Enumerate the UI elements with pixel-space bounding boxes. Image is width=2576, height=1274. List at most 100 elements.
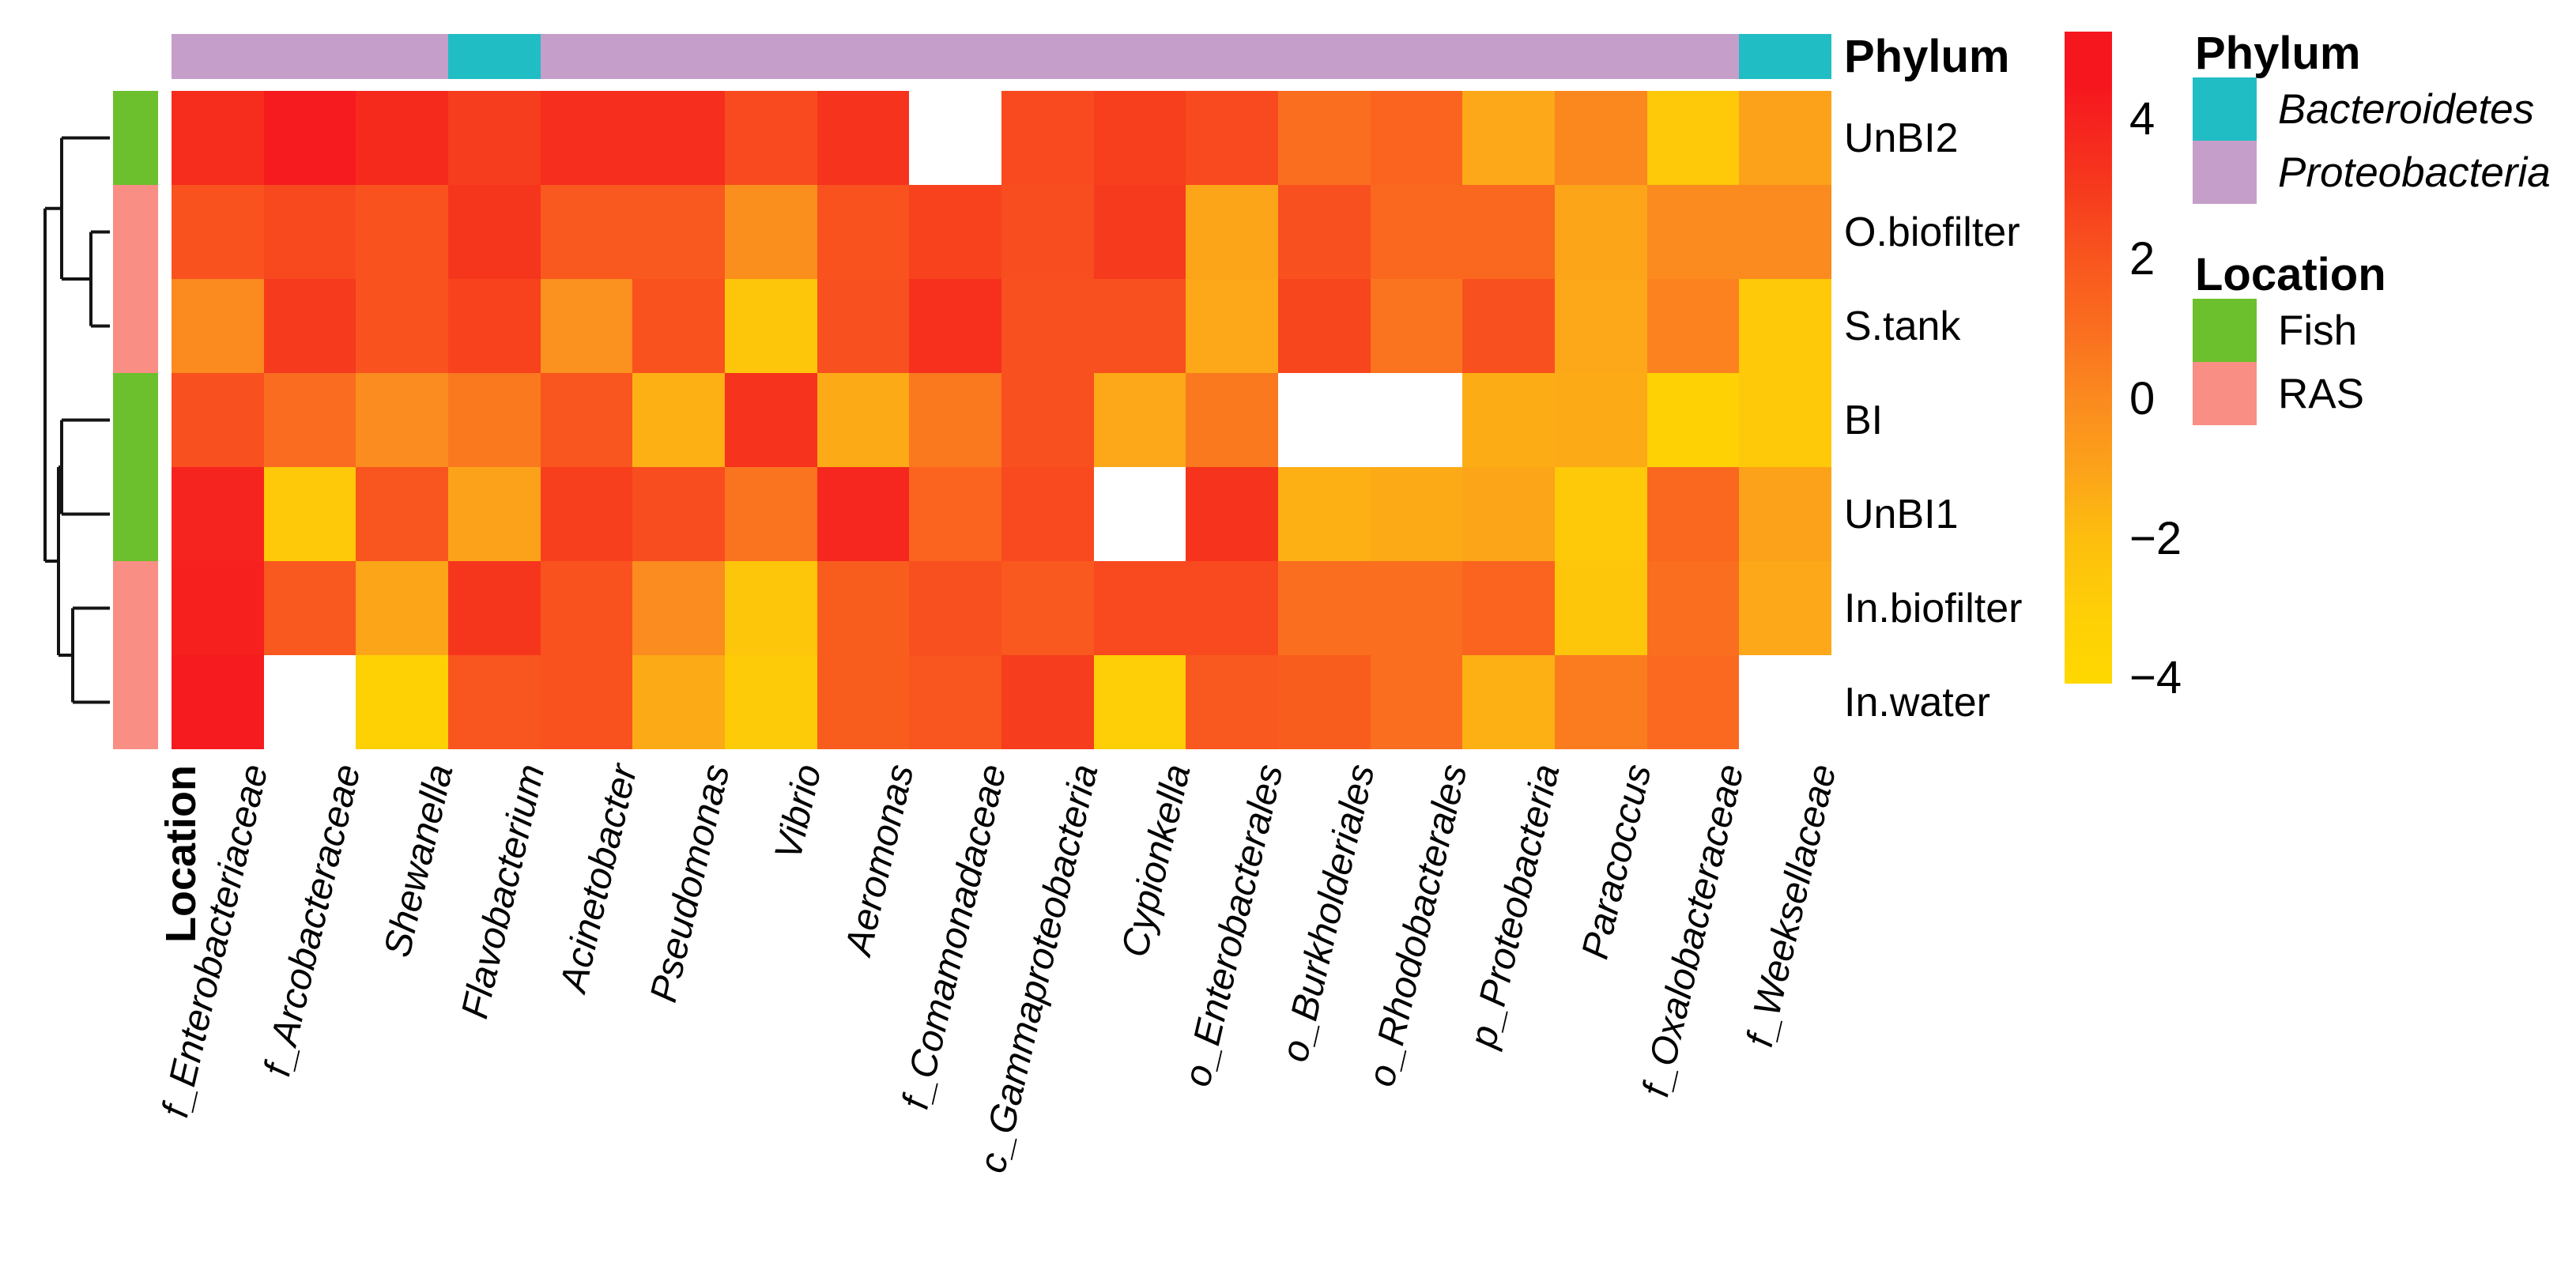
heatmap-cell-In.biofilter-f_Comamonadaceae: [909, 561, 1001, 655]
heatmap-cell-UnBI1-Cypionkella: [1093, 467, 1186, 561]
heatmap-cell-UnBI1-Aeromonas: [817, 467, 910, 561]
heatmap-cell-UnBI2-o_Rhodobacterales: [1370, 91, 1463, 185]
heatmap-cell-UnBI2-Paracoccus: [1554, 91, 1647, 185]
heatmap-cell-BI-f_Weeksellaceae: [1739, 373, 1831, 467]
phylum-bar-seg-o_Rhodobacterales: [1370, 34, 1463, 79]
heatmap-cell-In.biofilter-o_Rhodobacterales: [1370, 561, 1463, 655]
heatmap-cell-UnBI2-Vibrio: [724, 91, 817, 185]
heatmap-cell-S.tank-Flavobacterium: [447, 279, 541, 373]
location-bar-seg-In.biofilter: [113, 561, 158, 655]
row-label-S.tank: S.tank: [1844, 303, 1961, 349]
heatmap-cell-BI-o_Rhodobacterales: [1370, 373, 1463, 467]
colorbar-tick--4: −4: [2129, 652, 2182, 704]
heatmap-cell-In.biofilter-f_Arcobacteraceae: [263, 561, 356, 655]
heatmap-cell-UnBI1-Paracoccus: [1554, 467, 1647, 561]
heatmap-cell-In.water-f_Weeksellaceae: [1739, 655, 1831, 749]
phylum-bar-seg-o_Enterobacterales: [1186, 34, 1279, 79]
heatmap-cell-In.water-p_Proteobacteria: [1462, 655, 1555, 749]
heatmap-cell-S.tank-Paracoccus: [1554, 279, 1647, 373]
heatmap-cell-S.tank-Acinetobacter: [540, 279, 633, 373]
colorbar-tick-0: 0: [2129, 372, 2155, 424]
heatmap-cell-O.biofilter-Vibrio: [724, 185, 817, 279]
location-bar-seg-O.biofilter: [113, 185, 158, 279]
location-bar-seg-UnBI2: [113, 91, 158, 185]
heatmap-cell-UnBI2-Acinetobacter: [540, 91, 633, 185]
heatmap-cell-O.biofilter-f_Weeksellaceae: [1739, 185, 1831, 279]
heatmap-cell-BI-Acinetobacter: [540, 373, 633, 467]
heatmap-cell-In.water-Pseudomonas: [632, 655, 725, 749]
col-label-o_Rhodobacterales: o_Rhodobacterales: [1360, 760, 1476, 1091]
phylum-bar-seg-p_Proteobacteria: [1462, 34, 1556, 79]
col-label-Flavobacterium: Flavobacterium: [454, 760, 553, 1023]
colorbar-tick-4: 4: [2129, 93, 2155, 145]
heatmap-cell-UnBI1-Vibrio: [724, 467, 817, 561]
col-label-f_Arcobacteraceae: f_Arcobacteraceae: [256, 760, 369, 1080]
heatmap-cell-In.biofilter-Paracoccus: [1554, 561, 1647, 655]
phylum-bar-seg-Paracoccus: [1555, 34, 1647, 79]
legend-label-Bacteroidetes: Bacteroidetes: [2278, 85, 2535, 133]
heatmap-cell-In.water-f_Enterobacteriaceae: [172, 655, 264, 749]
heatmap-cell-BI-Pseudomonas: [632, 373, 725, 467]
heatmap-cell-UnBI1-f_Enterobacteriaceae: [172, 467, 264, 561]
phylum-bar-seg-Aeromonas: [817, 34, 910, 79]
heatmap-cell-UnBI1-o_Burkholderiales: [1277, 467, 1371, 561]
col-label-Aeromonas: Aeromonas: [837, 760, 922, 959]
heatmap-cell-In.water-f_Arcobacteraceae: [263, 655, 356, 749]
heatmap-cell-BI-c_Gammaproteobacteria: [1001, 373, 1094, 467]
heatmap-cell-O.biofilter-c_Gammaproteobacteria: [1001, 185, 1094, 279]
heatmap-cell-O.biofilter-Cypionkella: [1093, 185, 1186, 279]
heatmap-cell-In.water-Shewanella: [356, 655, 448, 749]
row-dendrogram: [43, 136, 110, 704]
heatmap-cell-UnBI1-f_Weeksellaceae: [1739, 467, 1831, 561]
legend-title-phylum: Phylum: [2195, 28, 2361, 79]
row-label-O.biofilter: O.biofilter: [1844, 209, 2020, 255]
col-label-Acinetobacter: Acinetobacter: [552, 760, 646, 997]
col-label-Vibrio: Vibrio: [767, 760, 830, 864]
phylum-bar-title: Phylum: [1844, 31, 2010, 82]
location-bar-seg-BI: [113, 373, 158, 467]
heatmap-cell-BI-f_Comamonadaceae: [909, 373, 1001, 467]
row-label-In.water: In.water: [1844, 679, 1990, 726]
row-label-UnBI2: UnBI2: [1844, 115, 1959, 161]
heatmap-cell-UnBI2-f_Weeksellaceae: [1739, 91, 1831, 185]
heatmap-cell-O.biofilter-Flavobacterium: [447, 185, 541, 279]
heatmap-cell-UnBI1-Pseudomonas: [632, 467, 725, 561]
legend-title-location: Location: [2195, 249, 2386, 300]
col-label-o_Enterobacterales: o_Enterobacterales: [1175, 760, 1292, 1091]
heatmap-cell-S.tank-o_Enterobacterales: [1186, 279, 1278, 373]
heatmap-cell-UnBI1-f_Arcobacteraceae: [263, 467, 356, 561]
col-label-f_Oxalobacteraceae: f_Oxalobacteraceae: [1635, 760, 1752, 1101]
heatmap-cell-O.biofilter-o_Enterobacterales: [1186, 185, 1278, 279]
heatmap-cell-UnBI2-o_Enterobacterales: [1186, 91, 1278, 185]
heatmap-cell-S.tank-Cypionkella: [1093, 279, 1186, 373]
location-bar-seg-In.water: [113, 655, 158, 749]
heatmap-cell-In.biofilter-f_Oxalobacteraceae: [1646, 561, 1740, 655]
phylum-bar-seg-Shewanella: [356, 34, 449, 79]
heatmap-cell-In.biofilter-o_Burkholderiales: [1277, 561, 1371, 655]
heatmap-cell-UnBI2-o_Burkholderiales: [1277, 91, 1371, 185]
heatmap-cell-BI-Shewanella: [356, 373, 448, 467]
row-label-BI: BI: [1844, 397, 1884, 443]
heatmap-cell-S.tank-o_Rhodobacterales: [1370, 279, 1463, 373]
legend-label-RAS: RAS: [2278, 370, 2364, 417]
heatmap-cell-In.water-f_Comamonadaceae: [909, 655, 1001, 749]
colorbar-gradient: [2065, 32, 2112, 684]
phylum-bar-seg-f_Comamonadaceae: [909, 34, 1002, 79]
phylum-bar-seg-Pseudomonas: [632, 34, 726, 79]
col-label-Paracoccus: Paracoccus: [1574, 760, 1660, 963]
col-label-Cypionkella: Cypionkella: [1114, 760, 1199, 961]
heatmap-cell-BI-Flavobacterium: [447, 373, 541, 467]
heatmap-cell-S.tank-Shewanella: [356, 279, 448, 373]
heatmap-cell-O.biofilter-o_Burkholderiales: [1277, 185, 1371, 279]
legend-swatch-Proteobacteria: [2193, 141, 2257, 204]
heatmap-cell-In.water-f_Oxalobacteraceae: [1646, 655, 1740, 749]
heatmap-cell-In.water-o_Burkholderiales: [1277, 655, 1371, 749]
heatmap-cell-O.biofilter-Pseudomonas: [632, 185, 725, 279]
heatmap-cell-O.biofilter-Aeromonas: [817, 185, 910, 279]
heatmap-cell-UnBI1-f_Comamonadaceae: [909, 467, 1001, 561]
heatmap-cell-UnBI1-p_Proteobacteria: [1462, 467, 1555, 561]
heatmap-cell-O.biofilter-f_Comamonadaceae: [909, 185, 1001, 279]
phylum-bar-seg-Flavobacterium: [448, 34, 541, 79]
heatmap-cell-In.water-Paracoccus: [1554, 655, 1647, 749]
heatmap-cell-S.tank-f_Comamonadaceae: [909, 279, 1001, 373]
